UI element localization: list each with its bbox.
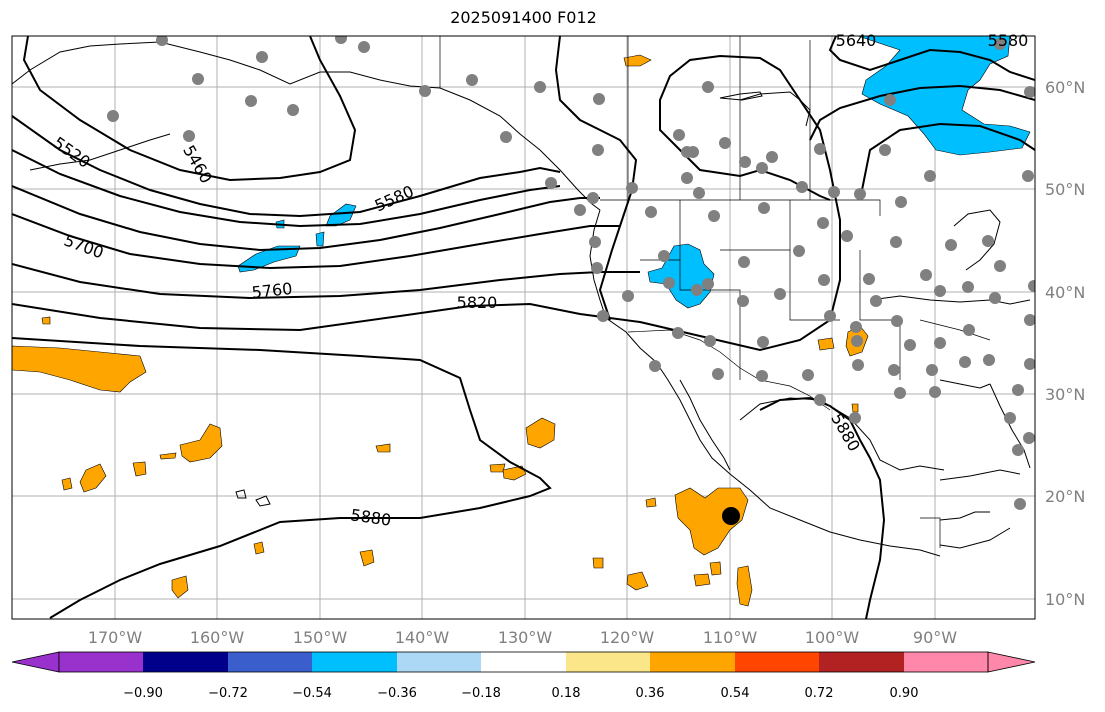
colorbar-segment <box>397 652 481 672</box>
negative-anomaly-areas <box>237 36 1031 309</box>
cb-tick-7: 0.54 <box>721 686 750 701</box>
lat-label-40n: 40°N <box>1045 283 1085 302</box>
colorbar-segment <box>904 652 988 672</box>
colorbar-extend-low <box>11 651 60 673</box>
contour-label-5580: 5580 <box>372 181 417 215</box>
cb-tick-3: −0.36 <box>377 686 417 701</box>
lon-label-150w: 150°W <box>293 628 348 647</box>
positive-anomaly-areas <box>12 54 869 607</box>
map-frame <box>11 35 1036 620</box>
station-markers <box>107 36 1035 510</box>
lat-label-60n: 60°N <box>1045 78 1085 97</box>
contour-label-5760: 5760 <box>251 279 293 302</box>
colorbar-segment <box>143 652 228 672</box>
gridlines <box>12 36 1035 619</box>
contour-label-5640: 5640 <box>836 31 877 50</box>
coastlines <box>12 41 1031 557</box>
cb-tick-5: 0.18 <box>552 686 581 701</box>
colorbar-segment <box>481 652 566 672</box>
colorbar-segment <box>312 652 397 672</box>
colorbar-segment <box>59 652 143 672</box>
colorbar-segment <box>228 652 312 672</box>
lon-label-100w: 100°W <box>805 628 860 647</box>
latitude-labels: 60°N 50°N 40°N 30°N 20°N 10°N <box>1045 78 1085 609</box>
cb-tick-6: 0.36 <box>636 686 665 701</box>
cb-tick-2: −0.54 <box>292 686 332 701</box>
colorbar-segment <box>819 652 904 672</box>
lon-label-110w: 110°W <box>703 628 758 647</box>
lon-label-120w: 120°W <box>600 628 655 647</box>
lon-label-130w: 130°W <box>498 628 553 647</box>
contour-label-5580-b: 5580 <box>988 31 1029 50</box>
cb-tick-4: −0.18 <box>461 686 501 701</box>
lat-label-30n: 30°N <box>1045 385 1085 404</box>
colorbar-segment <box>735 652 819 672</box>
lon-label-170w: 170°W <box>88 628 143 647</box>
lat-label-10n: 10°N <box>1045 590 1085 609</box>
lat-label-50n: 50°N <box>1045 180 1085 199</box>
cb-tick-0: −0.90 <box>123 686 163 701</box>
colorbar-segment <box>566 652 650 672</box>
lat-label-20n: 20°N <box>1045 487 1085 506</box>
cb-tick-1: −0.72 <box>208 686 248 701</box>
cb-tick-8: 0.72 <box>805 686 834 701</box>
contour-label-5820: 5820 <box>457 293 498 312</box>
colorbar-extend-high <box>987 651 1036 673</box>
lon-label-160w: 160°W <box>190 628 245 647</box>
contour-label-5460: 5460 <box>179 142 216 187</box>
map-title: 2025091400 F012 <box>450 8 597 27</box>
lon-label-140w: 140°W <box>395 628 450 647</box>
contour-label-5700: 5700 <box>61 231 106 263</box>
contour-label-5880-a: 5880 <box>349 505 392 529</box>
colorbar <box>11 651 1036 673</box>
height-contours <box>12 36 1035 619</box>
cb-tick-9: 0.90 <box>890 686 919 701</box>
borders <box>439 36 991 548</box>
colorbar-frame <box>58 651 989 673</box>
colorbar-tick-labels: −0.90 −0.72 −0.54 −0.36 −0.18 0.18 0.36 … <box>123 686 918 701</box>
contour-label-5520: 5520 <box>50 133 94 172</box>
longitude-labels: 170°W 160°W 150°W 140°W 130°W 120°W 110°… <box>88 628 957 647</box>
colorbar-segment <box>650 652 735 672</box>
storm-center-marker <box>722 507 740 525</box>
lon-label-90w: 90°W <box>913 628 957 647</box>
